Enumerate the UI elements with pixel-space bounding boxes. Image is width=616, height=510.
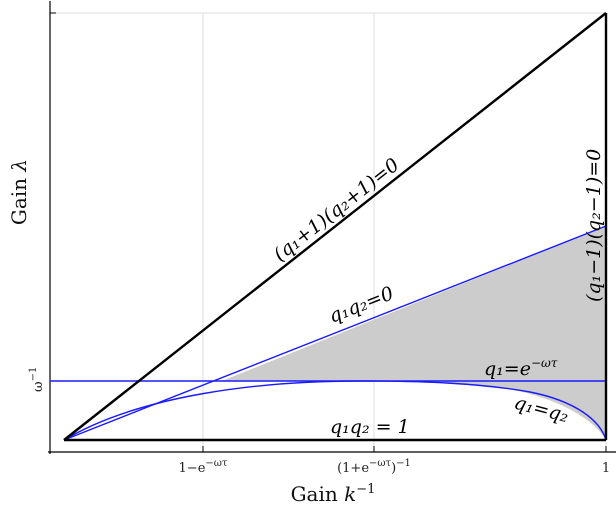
q1-eq-q2-curve xyxy=(63,380,607,441)
blue-curves xyxy=(50,225,607,441)
y-tick-label: ω−1 xyxy=(28,367,46,392)
label-q-minus: (q₁−1)(q₂−1)=0 xyxy=(583,149,605,302)
y-axis-title: Gain λ xyxy=(7,159,31,225)
label-q1-exp: q₁=e−ωτ xyxy=(484,356,558,380)
x-tick-label-3: 1 xyxy=(602,461,610,476)
axes xyxy=(48,1,616,454)
x-tick-label-1: 1−e−ωτ xyxy=(179,458,228,476)
x-axis-title: Gain k−1 xyxy=(291,482,376,506)
q-plus-boundary xyxy=(63,12,607,441)
shaded-region xyxy=(222,226,606,440)
x-tick-label-2: (1+e−ωτ)−1 xyxy=(337,458,411,476)
label-q-one: q₁q₂ = 1 xyxy=(330,416,410,438)
label-q-plus: (q₁+1)(q₂+1)=0 xyxy=(269,154,403,266)
black-boundaries xyxy=(63,12,608,442)
